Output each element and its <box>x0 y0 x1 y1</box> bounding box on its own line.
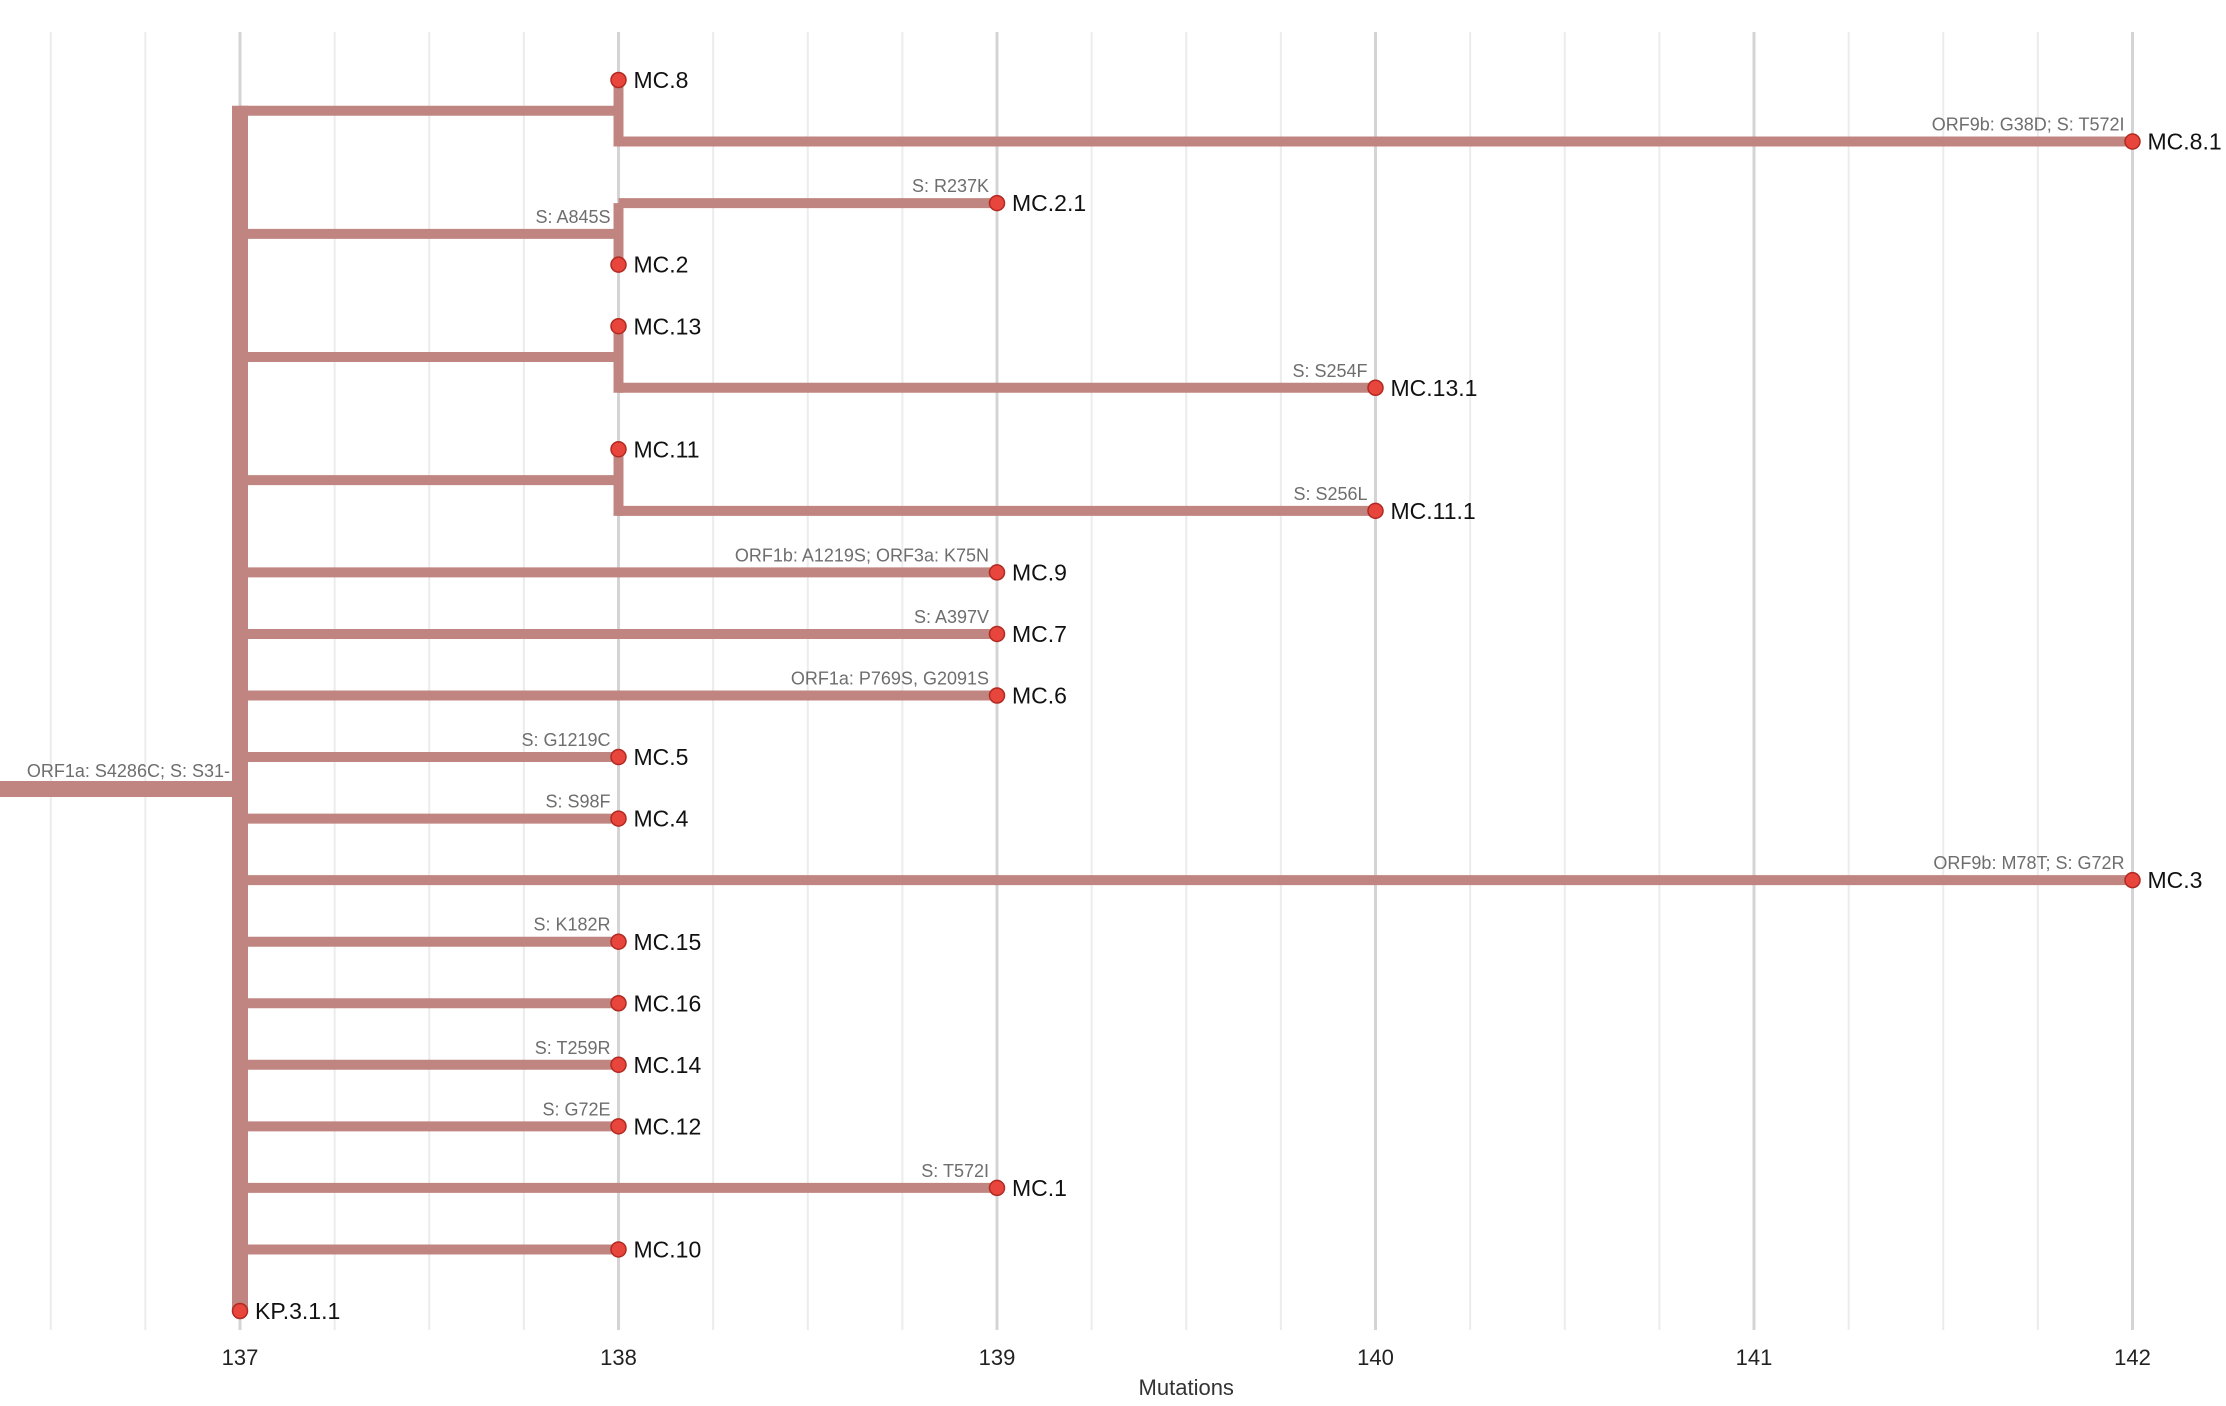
tip-node <box>2124 133 2141 150</box>
grid <box>49 32 2134 1330</box>
branch-mutation-label: S: S256L <box>1293 484 1367 504</box>
tip-node <box>1367 379 1384 396</box>
tip-node <box>610 256 627 273</box>
tip-node <box>610 748 627 766</box>
tip-node <box>610 317 627 335</box>
branches <box>0 80 2133 1313</box>
tip-label: MC.10 <box>634 1237 702 1263</box>
tip-label: MC.9 <box>1012 559 1067 585</box>
tip-label: MC.8 <box>634 67 689 93</box>
branch-mutation-label: ORF9b: M78T; S: G72R <box>1933 853 2124 873</box>
tip-label: MC.7 <box>1012 621 1067 647</box>
x-tick-label: 137 <box>222 1345 259 1370</box>
tip-node <box>988 194 1006 212</box>
tip-label: MC.6 <box>1012 683 1067 709</box>
tip-node <box>610 1241 627 1258</box>
x-axis-title: Mutations <box>1139 1375 1234 1400</box>
tip-node <box>610 441 627 458</box>
branch-mutation-label: ORF9b: G38D; S: T572I <box>1932 115 2125 135</box>
branch-mutation-label: S: A397V <box>914 607 989 627</box>
tip-node <box>988 625 1006 643</box>
branch-mutation-label: S: T259R <box>535 1038 611 1058</box>
branch-mutation-label: S: G1219C <box>521 730 610 750</box>
tip-label: MC.13.1 <box>1391 375 1478 401</box>
tip-label: MC.2 <box>634 252 689 278</box>
branch-mutation-label: S: S98F <box>545 792 610 812</box>
mutation-labels: ORF1a: S4286C; S: S31- ORF9b: G38D; S: T5… <box>27 115 2125 1181</box>
tip-node <box>610 933 627 950</box>
tip-label: MC.11.1 <box>1391 498 1476 524</box>
tip-node <box>988 1179 1006 1197</box>
root-mutation-label: ORF1a: S4286C; S: S31- <box>27 761 230 781</box>
branch-mutation-label: ORF1a: P769S, G2091S <box>791 669 989 689</box>
tip-node <box>610 810 627 827</box>
tip-label: MC.3 <box>2148 867 2203 893</box>
branch-mutation-label: S: S254F <box>1292 361 1367 381</box>
branch-mutation-label: ORF1b: A1219S; ORF3a: K75N <box>735 545 989 565</box>
branch-mutation-label: S: G72E <box>542 1099 610 1119</box>
x-tick-label: 139 <box>979 1345 1016 1370</box>
tip-label: MC.12 <box>634 1113 702 1139</box>
tip-node <box>2124 871 2141 889</box>
tip-label: KP.3.1.1 <box>255 1298 340 1324</box>
tip-node <box>231 1302 249 1320</box>
tip-label: MC.14 <box>634 1052 702 1078</box>
x-axis: Mutations 137 138 139 140 141 142 <box>222 1345 2151 1400</box>
x-tick-label: 142 <box>2114 1345 2151 1370</box>
tip-label: MC.11 <box>634 436 700 462</box>
branch-mutation-label: S: K182R <box>533 915 610 935</box>
tip-labels: MC.8 MC.8.1 MC.2.1 MC.2 MC.13 MC.13.1 MC.11 MC.… <box>255 67 2222 1324</box>
tip-node <box>610 1118 627 1135</box>
tip-node <box>610 1056 627 1074</box>
tip-node <box>610 995 627 1012</box>
tip-label: MC.16 <box>634 990 702 1016</box>
tip-label: MC.5 <box>634 744 689 770</box>
x-tick-label: 141 <box>1736 1345 1773 1370</box>
tip-label: MC.8.1 <box>2148 129 2222 155</box>
x-tick-label: 138 <box>600 1345 637 1370</box>
tip-node <box>1367 502 1384 520</box>
x-tick-label: 140 <box>1357 1345 1394 1370</box>
tip-node <box>988 564 1006 581</box>
tip-label: MC.15 <box>634 929 702 955</box>
tip-nodes <box>231 71 2141 1320</box>
branch-mutation-label: S: T572I <box>921 1161 989 1181</box>
tip-node <box>988 687 1006 704</box>
branch-mutation-label: S: A845S <box>535 207 610 227</box>
tip-label: MC.4 <box>634 806 689 832</box>
tip-node <box>610 71 627 89</box>
tip-label: MC.2.1 <box>1012 190 1086 216</box>
tip-label: MC.13 <box>634 313 702 339</box>
branch-mutation-label: S: R237K <box>912 176 989 196</box>
tip-label: MC.1 <box>1012 1175 1067 1201</box>
